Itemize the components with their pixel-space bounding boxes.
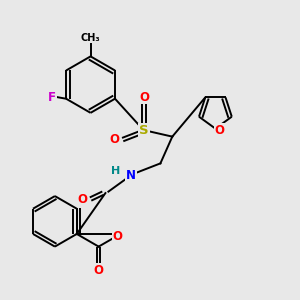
Text: N: N — [126, 169, 136, 182]
Text: O: O — [109, 133, 119, 146]
Text: O: O — [77, 193, 88, 206]
Text: F: F — [48, 91, 56, 104]
Text: O: O — [94, 264, 103, 277]
Text: O: O — [215, 124, 225, 136]
Text: H: H — [111, 166, 120, 176]
Text: CH₃: CH₃ — [81, 33, 100, 43]
Text: S: S — [139, 124, 149, 137]
Text: O: O — [139, 91, 149, 103]
Text: O: O — [112, 230, 123, 243]
